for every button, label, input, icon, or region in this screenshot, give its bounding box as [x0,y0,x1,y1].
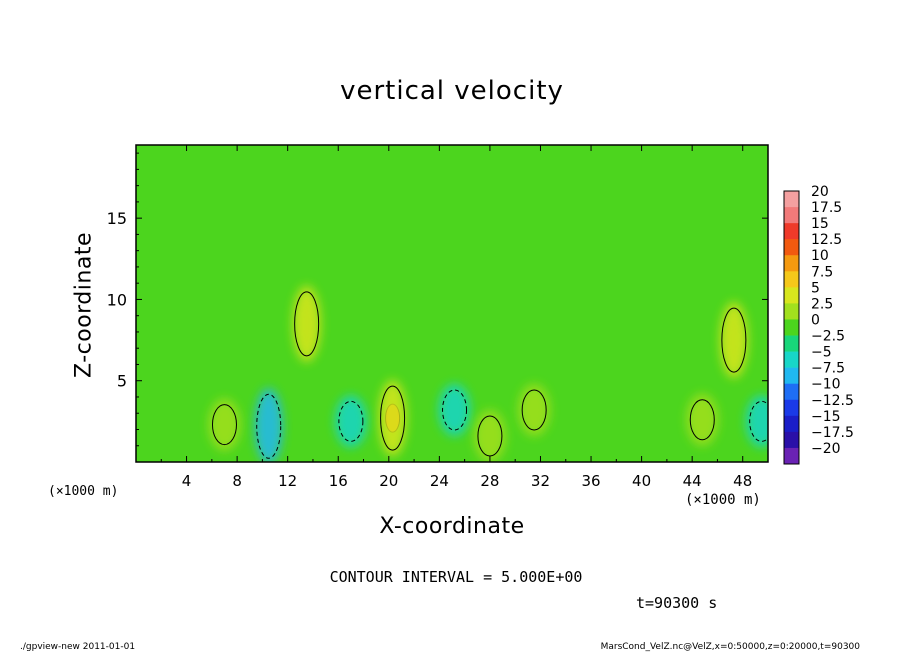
colorbar-label: 15 [811,216,829,232]
colorbar-label: 2.5 [811,296,833,312]
colorbar-swatch [784,319,799,336]
y-tick-label: 10 [107,290,127,309]
contour-line [721,307,747,373]
x-axis: 4 8 12 16 20 24 28 32 36 40 44 48 [160,145,769,490]
field-feature [745,395,768,448]
colorbar-swatch [784,287,799,304]
x-unit-label-left: (×1000 m) [48,484,119,499]
field-feature [334,395,367,448]
contour-line [749,400,768,442]
colorbar-swatch [784,447,799,465]
colorbar-swatch [784,367,799,385]
x-axis-label: X-coordinate [379,514,525,539]
y-axis-label: Z-coordinate [71,232,97,378]
field-feature [378,380,407,457]
colorbar-swatch [784,255,799,272]
field-feature [473,409,506,462]
x-tick-label: 32 [531,472,550,490]
x-tick-label: 44 [683,472,702,490]
colorbar-label: −10 [811,377,841,393]
x-tick-label: 12 [278,472,297,490]
colorbar-swatch [784,207,799,224]
x-tick-label: 16 [329,472,348,490]
plot-frame [135,144,769,463]
field-feature [254,388,283,462]
x-tick-label: 48 [733,472,752,490]
colorbar-swatch [784,303,799,320]
x-unit-label-right: (×1000 m) [685,492,761,508]
contour-line [689,399,715,441]
colorbar-label: −5 [811,345,832,361]
colorbar-label: 0 [811,312,820,328]
contour-line [442,389,468,431]
colorbar-swatch [784,383,799,401]
time-label: t=90300 s [636,594,718,612]
colorbar-swatch [784,431,799,449]
colorbar-label: 12.5 [811,232,842,248]
colorbar-label: 17.5 [811,200,842,216]
colorbar-label: 10 [811,248,829,264]
colorbar-swatch [784,239,799,256]
field-feature [686,393,719,446]
y-tick-label: 5 [117,372,127,391]
colorbar-label: −17.5 [811,425,854,441]
colorbar-label: −2.5 [811,329,845,345]
x-tick-label: 24 [430,472,449,490]
field-feature [438,383,471,436]
colorbar-label: −7.5 [811,361,845,377]
contour-line [521,389,547,431]
colorbar-label: 5 [811,280,820,296]
contour-line [477,415,503,457]
x-tick-label: 28 [480,472,499,490]
chart-title: vertical velocity [340,76,564,106]
x-tick-label: 20 [379,472,398,490]
x-tick-label: 4 [182,472,192,490]
field-feature [719,302,748,379]
colorbar-label: −15 [811,409,841,425]
colorbar-label: 20 [811,184,829,200]
colorbar-frame [783,190,800,465]
colorbar-label: 7.5 [811,264,833,280]
field-feature [292,285,321,362]
field-feature [208,398,241,451]
colorbar-swatch [784,271,799,288]
x-tick-label: 40 [632,472,651,490]
colorbar-swatch [784,191,799,208]
contour-line [294,291,320,357]
field-feature [518,383,551,436]
x-tick-label: 8 [232,472,242,490]
plot-area [135,144,769,463]
colorbar-swatch [784,399,799,417]
y-axis: 5 10 15 [107,152,768,447]
colorbar: 2017.51512.5107.552.50−2.5−5−7.5−10−12.5… [783,184,854,465]
contour-line [256,393,282,459]
colorbar-label: −12.5 [811,393,854,409]
colorbar-swatch [784,335,799,352]
footer-source: MarsCond_VelZ.nc@VelZ,x=0:50000,z=0:2000… [600,642,860,652]
colorbar-swatch [784,415,799,433]
x-tick-label: 36 [581,472,600,490]
contour-line [211,404,237,446]
contour-line [380,385,406,451]
footer-program-date: ./gpview-new 2011-01-01 [20,642,136,652]
colorbar-swatch [784,223,799,240]
colorbar-label: −20 [811,441,841,457]
y-tick-label: 15 [107,209,127,228]
contour-line [338,400,364,442]
contour-interval-label: CONTOUR INTERVAL = 5.000E+00 [329,568,583,586]
colorbar-swatch [784,351,799,368]
